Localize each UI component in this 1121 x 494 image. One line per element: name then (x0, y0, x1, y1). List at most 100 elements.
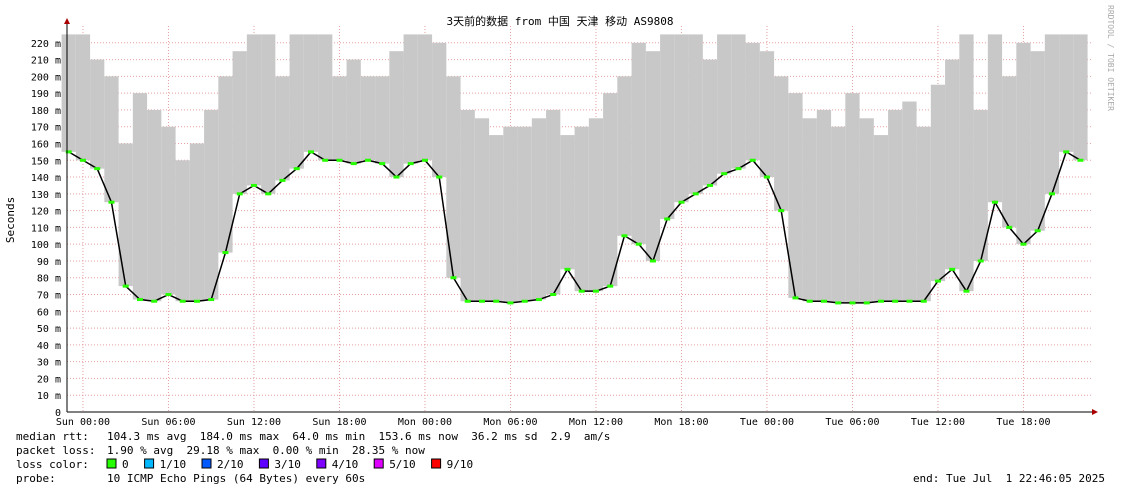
median-point (920, 299, 927, 303)
probe-text: 10 ICMP Echo Pings (64 Bytes) every 60s (107, 472, 365, 485)
median-point (250, 183, 257, 187)
median-point (236, 192, 243, 196)
smoke (688, 34, 703, 194)
y-tick-label: 150 m (31, 156, 61, 167)
smoke (474, 118, 490, 302)
smoke (859, 118, 874, 303)
x-tick-label: Tue 12:00 (911, 417, 965, 428)
legend-text: 3/10 (274, 458, 301, 471)
smoke (132, 93, 148, 300)
y-tick-label: 140 m (31, 173, 61, 184)
x-tick-label: Tue 06:00 (825, 417, 879, 428)
median-point (407, 162, 414, 166)
median-point (265, 192, 272, 196)
y-axis-label: Seconds (4, 197, 17, 243)
smoke (560, 135, 575, 270)
median-point (336, 158, 343, 162)
median-point (621, 234, 628, 238)
smoke (731, 34, 746, 169)
smoke (360, 76, 376, 161)
smoke (930, 84, 946, 282)
smoke (788, 93, 803, 298)
y-tick-label: 210 m (31, 56, 61, 67)
median-point (350, 162, 357, 166)
legend-swatch (106, 458, 117, 469)
x-tick-label: Mon 12:00 (569, 417, 623, 428)
smoke (289, 34, 304, 169)
smoke (1016, 42, 1031, 245)
footer: median rtt: 104.3 ms avg 184.0 ms max 64.… (16, 430, 1105, 485)
median-point (478, 299, 485, 303)
median-point (122, 284, 129, 288)
y-tick-label: 170 m (31, 123, 61, 134)
smoke (189, 143, 205, 302)
median-point (507, 301, 514, 305)
median-point (393, 175, 400, 179)
median-point (664, 217, 671, 221)
median-point (464, 299, 471, 303)
legend-swatch (373, 458, 384, 469)
y-tick-label: 60 m (37, 307, 61, 318)
legend-swatch (316, 458, 327, 469)
smoke (645, 51, 661, 261)
median-point (991, 200, 998, 204)
smoke (375, 76, 390, 164)
smoke (959, 34, 974, 292)
median-point (1063, 150, 1070, 154)
stat-text: 104.3 ms avg 184.0 ms max 64.0 ms min 15… (107, 430, 610, 443)
x-tick-label: Sun 00:00 (56, 417, 110, 428)
smoke (631, 42, 646, 245)
median-point (421, 158, 428, 162)
median-point (1077, 158, 1084, 162)
median-point (108, 200, 115, 204)
y-tick-label: 70 m (37, 291, 61, 302)
stat-label: median rtt: (16, 430, 89, 443)
median-point (1034, 229, 1041, 233)
median-point (721, 172, 728, 176)
median-point (977, 259, 984, 263)
median-point (550, 293, 557, 297)
median-point (792, 296, 799, 300)
median-point (892, 299, 899, 303)
median-point (778, 209, 785, 213)
smoke (403, 34, 418, 164)
smoke (802, 118, 817, 302)
smoke (546, 109, 561, 295)
smoke (759, 51, 775, 178)
y-tick-label: 110 m (31, 223, 61, 234)
side-note: RRDTOOL / TOBI OETIKER (1106, 5, 1115, 111)
legend-text: 0 (122, 458, 129, 471)
median-point (934, 279, 941, 283)
median-point (649, 259, 656, 263)
y-tick-label: 80 m (37, 274, 61, 285)
median-point (79, 158, 86, 162)
y-tick-label: 200 m (31, 72, 61, 83)
median-point (564, 267, 571, 271)
smoke (945, 59, 960, 270)
x-arrow (1092, 409, 1098, 415)
median-point (535, 298, 542, 302)
smoke (617, 76, 632, 236)
y-tick-label: 160 m (31, 139, 61, 150)
smoke (531, 118, 547, 300)
plot (61, 34, 1088, 305)
smoke (61, 34, 76, 152)
median-point (963, 289, 970, 293)
smoke (432, 42, 447, 178)
smoke (702, 59, 718, 186)
end-time: end: Tue Jul 1 22:46:05 2025 (913, 472, 1105, 485)
smoke (261, 34, 276, 194)
x-tick-label: Sun 18:00 (312, 417, 366, 428)
smoke (246, 34, 262, 186)
y-arrow (64, 18, 70, 24)
smoke (204, 109, 219, 300)
smoke (987, 34, 1003, 203)
probe-label: probe: (16, 472, 56, 485)
smoke (303, 34, 319, 152)
median-point (179, 299, 186, 303)
legend-label: loss color: (16, 458, 89, 471)
smoke (574, 126, 589, 292)
smoke (816, 109, 832, 302)
smoke (1002, 76, 1017, 228)
